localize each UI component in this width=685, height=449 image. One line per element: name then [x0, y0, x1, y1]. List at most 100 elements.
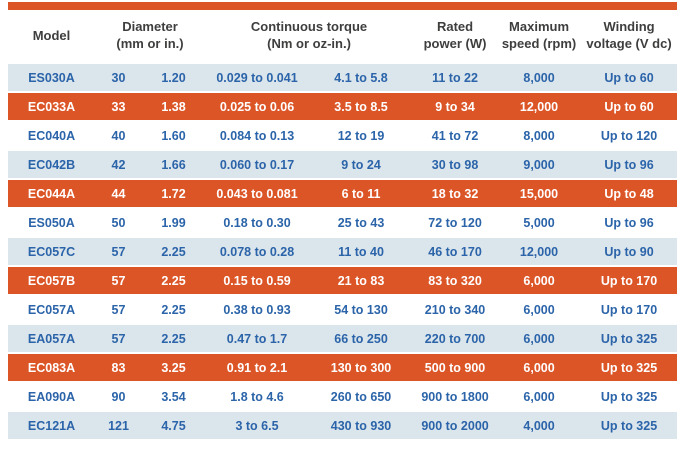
- cell-dia-in: 1.99: [142, 209, 206, 236]
- cell-power: 9 to 34: [413, 93, 498, 120]
- cell-winding: Up to 120: [581, 122, 678, 149]
- cell-model: EA057A: [8, 325, 95, 352]
- table-row: EC057B 57 2.25 0.15 to 0.59 21 to 83 83 to 32…: [8, 267, 678, 294]
- cell-winding: Up to 96: [581, 209, 678, 236]
- cell-torque-oz: 9 to 24: [309, 151, 414, 178]
- col-header-winding-voltage: Winding voltage (V dc): [581, 12, 678, 62]
- cell-speed: 6,000: [497, 296, 582, 323]
- cell-speed: 6,000: [497, 325, 582, 352]
- cell-dia-in: 3.25: [142, 354, 206, 381]
- cell-power: 500 to 900: [413, 354, 498, 381]
- cell-speed: 12,000: [497, 238, 582, 265]
- table-row: EC040A 40 1.60 0.084 to 0.13 12 to 19 41 to 7…: [8, 122, 678, 149]
- table-row: EC033A 33 1.38 0.025 to 0.06 3.5 to 8.5 9 to …: [8, 93, 678, 120]
- cell-dia-mm: 83: [95, 354, 142, 381]
- cell-torque-oz: 130 to 300: [309, 354, 414, 381]
- cell-winding: Up to 170: [581, 267, 678, 294]
- cell-torque-oz: 11 to 40: [309, 238, 414, 265]
- cell-dia-in: 1.72: [142, 180, 206, 207]
- cell-dia-mm: 40: [95, 122, 142, 149]
- cell-model: ES030A: [8, 64, 95, 91]
- cell-power: 11 to 22: [413, 64, 498, 91]
- table-row: EC121A 121 4.75 3 to 6.5 430 to 930 900 to 20…: [8, 412, 678, 439]
- cell-model: EC057B: [8, 267, 95, 294]
- header-row: Model Diameter (mm or in.) Continuous to…: [8, 12, 678, 62]
- cell-torque-nm: 0.060 to 0.17: [205, 151, 310, 178]
- cell-winding: Up to 60: [581, 64, 678, 91]
- cell-torque-nm: 0.025 to 0.06: [205, 93, 310, 120]
- cell-torque-nm: 0.084 to 0.13: [205, 122, 310, 149]
- cell-dia-in: 1.66: [142, 151, 206, 178]
- cell-model: EC083A: [8, 354, 95, 381]
- cell-dia-mm: 57: [95, 325, 142, 352]
- cell-speed: 8,000: [497, 64, 582, 91]
- cell-speed: 6,000: [497, 383, 582, 410]
- cell-dia-mm: 90: [95, 383, 142, 410]
- cell-speed: 6,000: [497, 354, 582, 381]
- cell-power: 46 to 170: [413, 238, 498, 265]
- cell-torque-oz: 66 to 250: [309, 325, 414, 352]
- cell-winding: Up to 48: [581, 180, 678, 207]
- cell-speed: 9,000: [497, 151, 582, 178]
- cell-torque-nm: 0.18 to 0.30: [205, 209, 310, 236]
- col-header-diameter: Diameter (mm or in.): [95, 12, 206, 62]
- cell-winding: Up to 325: [581, 325, 678, 352]
- cell-torque-oz: 54 to 130: [309, 296, 414, 323]
- cell-power: 30 to 98: [413, 151, 498, 178]
- cell-dia-mm: 44: [95, 180, 142, 207]
- table-row: EC057C 57 2.25 0.078 to 0.28 11 to 40 46 to 1…: [8, 238, 678, 265]
- cell-model: EC121A: [8, 412, 95, 439]
- cell-dia-in: 2.25: [142, 325, 206, 352]
- cell-torque-nm: 1.8 to 4.6: [205, 383, 310, 410]
- table-row: EC057A 57 2.25 0.38 to 0.93 54 to 130 210 to …: [8, 296, 678, 323]
- cell-winding: Up to 325: [581, 412, 678, 439]
- table-header: Model Diameter (mm or in.) Continuous to…: [8, 12, 678, 62]
- cell-speed: 4,000: [497, 412, 582, 439]
- col-header-model: Model: [8, 12, 95, 62]
- cell-dia-mm: 50: [95, 209, 142, 236]
- col-header-rated-power: Rated power (W): [413, 12, 498, 62]
- cell-dia-in: 1.20: [142, 64, 206, 91]
- cell-model: EC040A: [8, 122, 95, 149]
- cell-winding: Up to 325: [581, 383, 678, 410]
- cell-torque-oz: 6 to 11: [309, 180, 414, 207]
- cell-torque-nm: 0.078 to 0.28: [205, 238, 310, 265]
- table-row: EC042B 42 1.66 0.060 to 0.17 9 to 24 30 to 98…: [8, 151, 678, 178]
- cell-dia-in: 2.25: [142, 296, 206, 323]
- cell-dia-in: 2.25: [142, 267, 206, 294]
- cell-torque-nm: 0.38 to 0.93: [205, 296, 310, 323]
- cell-power: 900 to 2000: [413, 412, 498, 439]
- table-row: EC083A 83 3.25 0.91 to 2.1 130 to 300 500 to …: [8, 354, 678, 381]
- cell-model: EC033A: [8, 93, 95, 120]
- cell-torque-nm: 0.47 to 1.7: [205, 325, 310, 352]
- cell-power: 220 to 700: [413, 325, 498, 352]
- cell-torque-oz: 4.1 to 5.8: [309, 64, 414, 91]
- motor-spec-table: Model Diameter (mm or in.) Continuous to…: [8, 10, 678, 441]
- cell-torque-nm: 0.15 to 0.59: [205, 267, 310, 294]
- table-body: ES030A 30 1.20 0.029 to 0.041 4.1 to 5.8 11 t…: [8, 64, 678, 439]
- cell-torque-nm: 0.91 to 2.1: [205, 354, 310, 381]
- table-row: EC044A 44 1.72 0.043 to 0.081 6 to 11 18 to 3…: [8, 180, 678, 207]
- cell-power: 72 to 120: [413, 209, 498, 236]
- cell-speed: 12,000: [497, 93, 582, 120]
- cell-winding: Up to 90: [581, 238, 678, 265]
- cell-speed: 5,000: [497, 209, 582, 236]
- cell-model: EC044A: [8, 180, 95, 207]
- cell-torque-oz: 21 to 83: [309, 267, 414, 294]
- cell-dia-mm: 33: [95, 93, 142, 120]
- cell-model: EC042B: [8, 151, 95, 178]
- cell-winding: Up to 96: [581, 151, 678, 178]
- cell-torque-oz: 3.5 to 8.5: [309, 93, 414, 120]
- cell-speed: 8,000: [497, 122, 582, 149]
- cell-torque-nm: 3 to 6.5: [205, 412, 310, 439]
- table-row: ES030A 30 1.20 0.029 to 0.041 4.1 to 5.8 11 t…: [8, 64, 678, 91]
- cell-winding: Up to 325: [581, 354, 678, 381]
- cell-dia-mm: 57: [95, 296, 142, 323]
- cell-torque-nm: 0.029 to 0.041: [205, 64, 310, 91]
- cell-winding: Up to 170: [581, 296, 678, 323]
- cell-dia-in: 1.38: [142, 93, 206, 120]
- cell-model: EC057C: [8, 238, 95, 265]
- col-header-maximum-speed: Maximum speed (rpm): [497, 12, 582, 62]
- cell-dia-in: 3.54: [142, 383, 206, 410]
- cell-dia-in: 2.25: [142, 238, 206, 265]
